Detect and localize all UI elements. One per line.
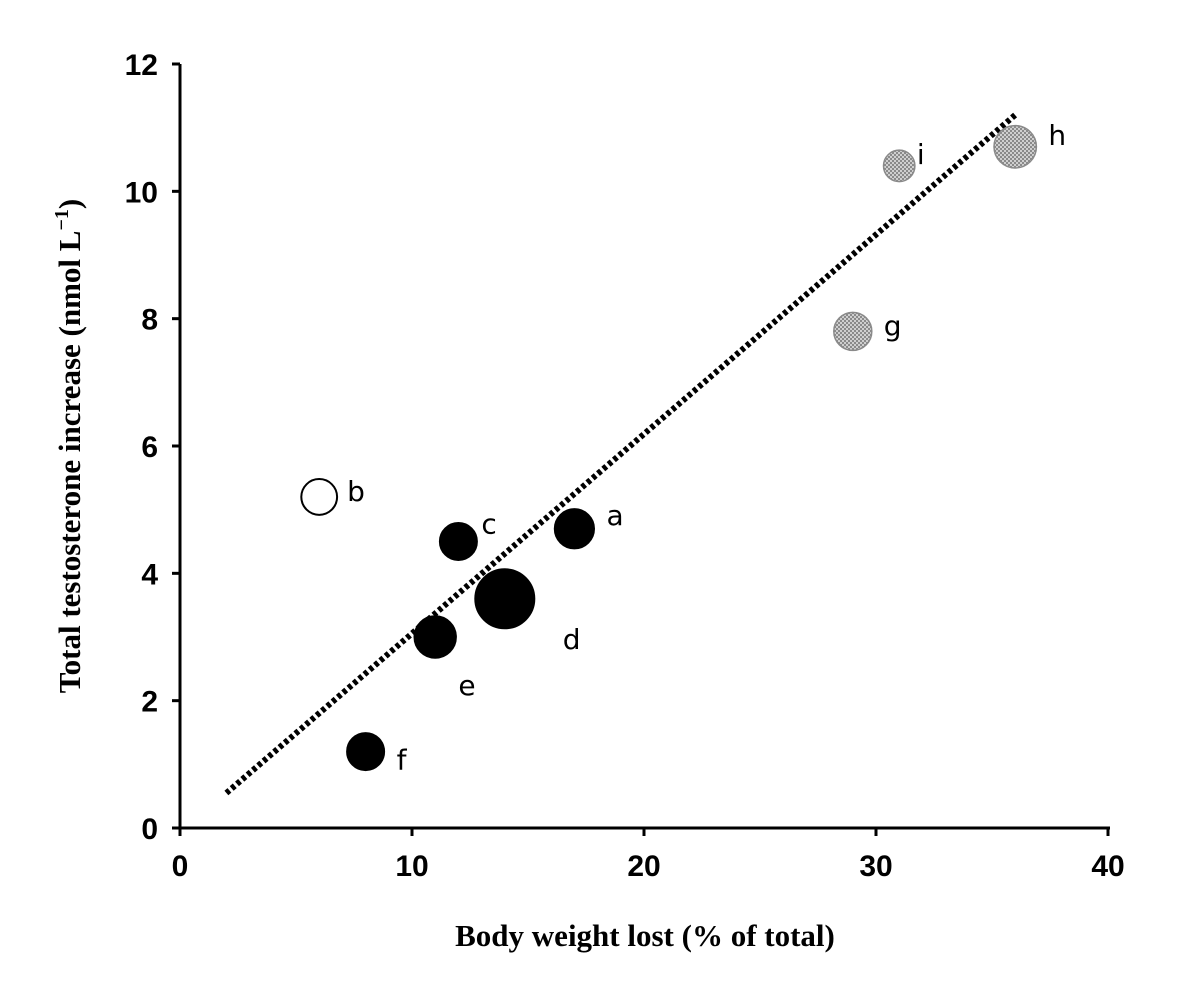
point-label-d: d [563, 623, 581, 656]
x-tick-label: 20 [627, 850, 660, 883]
y-tick-label: 0 [141, 813, 158, 846]
y-axis-title-main: Total testosterone increase (nmol L [52, 231, 87, 694]
trendline [224, 112, 1018, 796]
point-label-i: i [917, 138, 925, 171]
data-points [300, 124, 1038, 772]
y-tick-label: 12 [125, 49, 158, 82]
y-tick-label: 2 [141, 686, 158, 719]
data-point-a [553, 508, 596, 550]
x-tick-label: 30 [859, 850, 892, 883]
point-label-b: b [347, 475, 365, 508]
data-point-e [413, 615, 457, 659]
data-point-g [833, 311, 873, 352]
y-tick-label: 4 [141, 558, 158, 591]
point-label-c: c [481, 508, 496, 541]
point-label-e: e [458, 669, 475, 702]
data-point-c [438, 522, 478, 561]
y-tick-label: 8 [141, 304, 158, 337]
data-point-f [346, 732, 386, 772]
data-point-h [993, 124, 1038, 169]
y-axis-title: Total testosterone increase (nmol L−1) [51, 199, 87, 693]
y-axis-title-close: ) [52, 199, 87, 209]
y-axis-title-superscript: −1 [51, 209, 73, 230]
trendline-group [224, 112, 1018, 796]
axis-ticks: 0 10 20 30 40 0 2 4 6 8 10 12 [125, 49, 1125, 883]
x-tick-label: 10 [395, 850, 428, 883]
x-tick-label: 40 [1091, 850, 1124, 883]
data-point-i [882, 149, 916, 183]
point-label-a: a [607, 499, 624, 532]
x-tick-label: 0 [172, 850, 189, 883]
point-labels: a b c d e f g h i [347, 119, 1066, 777]
data-point-d [474, 568, 536, 630]
data-point-b [300, 478, 339, 516]
point-label-h: h [1048, 119, 1066, 152]
x-axis-title: Body weight lost (% of total) [455, 918, 835, 953]
y-tick-label: 6 [141, 431, 158, 464]
point-label-g: g [884, 309, 902, 342]
point-label-f: f [397, 744, 408, 777]
y-tick-label: 10 [125, 176, 158, 209]
